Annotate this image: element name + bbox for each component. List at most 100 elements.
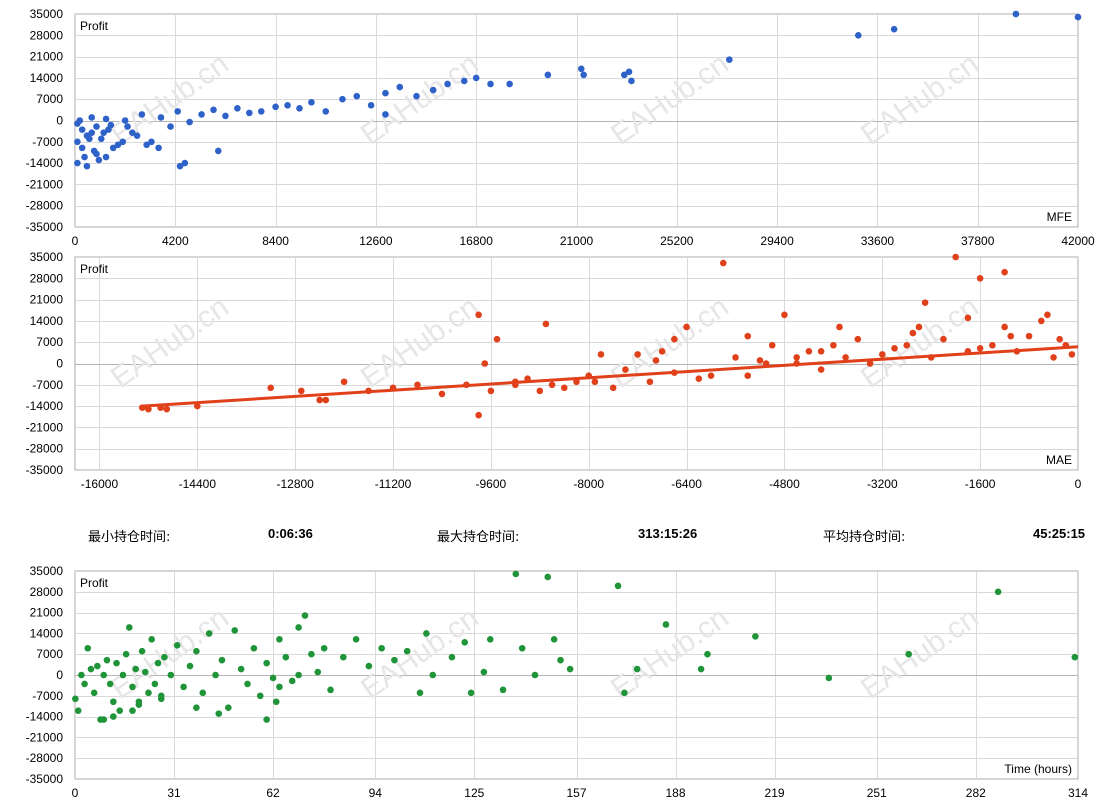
data-point [1038, 317, 1045, 325]
data-point [84, 644, 92, 652]
plot-area [74, 256, 1079, 471]
data-point [915, 323, 923, 331]
data-point [1068, 351, 1076, 358]
data-point [161, 653, 168, 661]
data-point [499, 686, 507, 694]
data-point [352, 636, 360, 643]
data-point [86, 135, 93, 143]
data-point [88, 129, 96, 136]
data-point [726, 56, 733, 63]
data-point [989, 341, 996, 349]
data-point [186, 662, 194, 670]
watermark-text: EAHub.cn [1105, 290, 1110, 395]
data-point [622, 366, 629, 373]
watermark-text: EAHub.cn [1105, 47, 1110, 152]
data-point [707, 372, 715, 379]
data-point [322, 396, 330, 404]
y-tick-label: -7000 [32, 689, 63, 703]
data-point [621, 689, 628, 697]
data-point [1044, 311, 1051, 319]
data-point [531, 671, 539, 679]
watermark-text: EAHub.cn [1105, 601, 1110, 706]
holding-time-stats: 最小持仓时间: 0:06:36 最大持仓时间: 313:15:26 平均持仓时间… [0, 526, 1110, 546]
data-point [625, 68, 633, 76]
data-point [518, 644, 526, 652]
data-point [506, 80, 513, 88]
y-tick-label: 0 [56, 114, 63, 128]
x-tick-label: -11200 [375, 477, 412, 491]
data-point [825, 674, 833, 682]
data-point [486, 636, 494, 643]
data-point [662, 621, 670, 628]
data-point [176, 162, 184, 170]
x-tick-label: -12800 [276, 477, 314, 491]
data-point [695, 375, 703, 383]
data-point [163, 405, 171, 413]
data-point [1001, 268, 1008, 276]
data-point [263, 716, 270, 723]
avg-holding-time-value: 45:25:15 [1033, 526, 1086, 541]
y-tick-label: 21000 [30, 293, 64, 307]
y-axis-title: Profit [80, 576, 109, 590]
data-point [263, 659, 270, 667]
y-tick-label: 0 [56, 668, 63, 682]
data-point [316, 396, 323, 404]
data-point [276, 636, 283, 643]
data-point [141, 668, 149, 676]
x-tick-label: 33600 [861, 234, 895, 248]
data-point [658, 348, 666, 355]
data-point [93, 150, 100, 158]
data-point [566, 665, 574, 673]
min-holding-time-label: 最小持仓时间: [88, 530, 171, 545]
data-point [548, 381, 556, 389]
x-tick-label: -6400 [671, 477, 702, 491]
x-tick-label: 62 [266, 786, 280, 800]
data-point [113, 659, 120, 667]
data-point [475, 411, 482, 419]
data-point [487, 80, 494, 88]
data-point [174, 108, 181, 115]
data-point [222, 112, 229, 120]
data-point [74, 138, 81, 146]
data-point [609, 384, 617, 392]
y-tick-label: 28000 [30, 585, 64, 599]
data-point [157, 692, 165, 700]
data-point [878, 351, 886, 358]
x-tick-label: -3200 [867, 477, 898, 491]
data-point [976, 344, 984, 352]
y-tick-label: -14000 [26, 156, 64, 170]
data-point [100, 129, 107, 136]
data-point [340, 378, 348, 386]
data-point [903, 341, 911, 349]
data-point [193, 704, 200, 711]
data-point [103, 656, 111, 664]
x-tick-label: 16800 [460, 234, 494, 248]
data-point [193, 647, 200, 655]
data-point [752, 633, 759, 640]
trend-line [142, 345, 1079, 408]
data-point [198, 111, 205, 118]
data-point [295, 624, 302, 631]
y-tick-label: 28000 [30, 271, 64, 285]
data-point [214, 147, 222, 155]
data-point [297, 387, 305, 395]
y-tick-label: -35000 [26, 463, 64, 477]
data-point [78, 144, 86, 152]
data-point [413, 92, 420, 100]
y-tick-label: -28000 [26, 442, 64, 456]
data-point [93, 123, 100, 130]
data-point [282, 653, 290, 661]
data-point [744, 372, 752, 379]
data-point [952, 253, 959, 261]
data-point [704, 650, 711, 658]
y-axis-title: Profit [80, 262, 109, 276]
data-point [580, 71, 587, 79]
y-tick-label: 35000 [30, 7, 64, 21]
data-point [210, 106, 217, 114]
data-point [296, 105, 303, 112]
x-axis-title: MAE [1046, 453, 1072, 467]
y-tick-label: 7000 [36, 335, 63, 349]
data-point [597, 351, 605, 358]
y-tick-label: -28000 [26, 199, 64, 213]
data-point [129, 129, 136, 136]
